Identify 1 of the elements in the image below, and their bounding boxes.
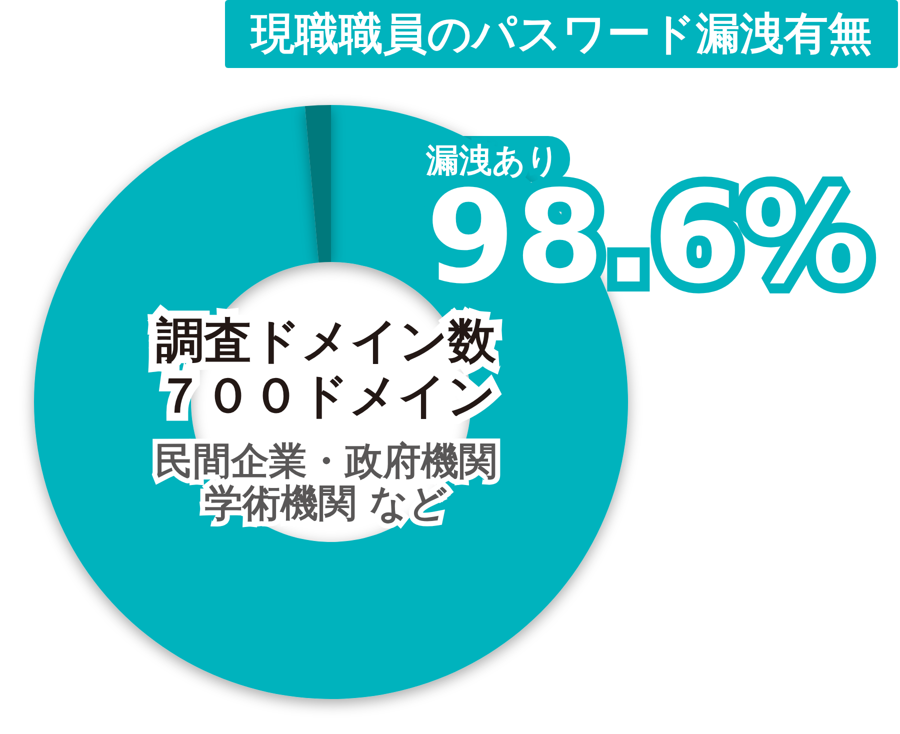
chart-title: 現職職員のパスワード漏洩有無 — [249, 8, 872, 60]
